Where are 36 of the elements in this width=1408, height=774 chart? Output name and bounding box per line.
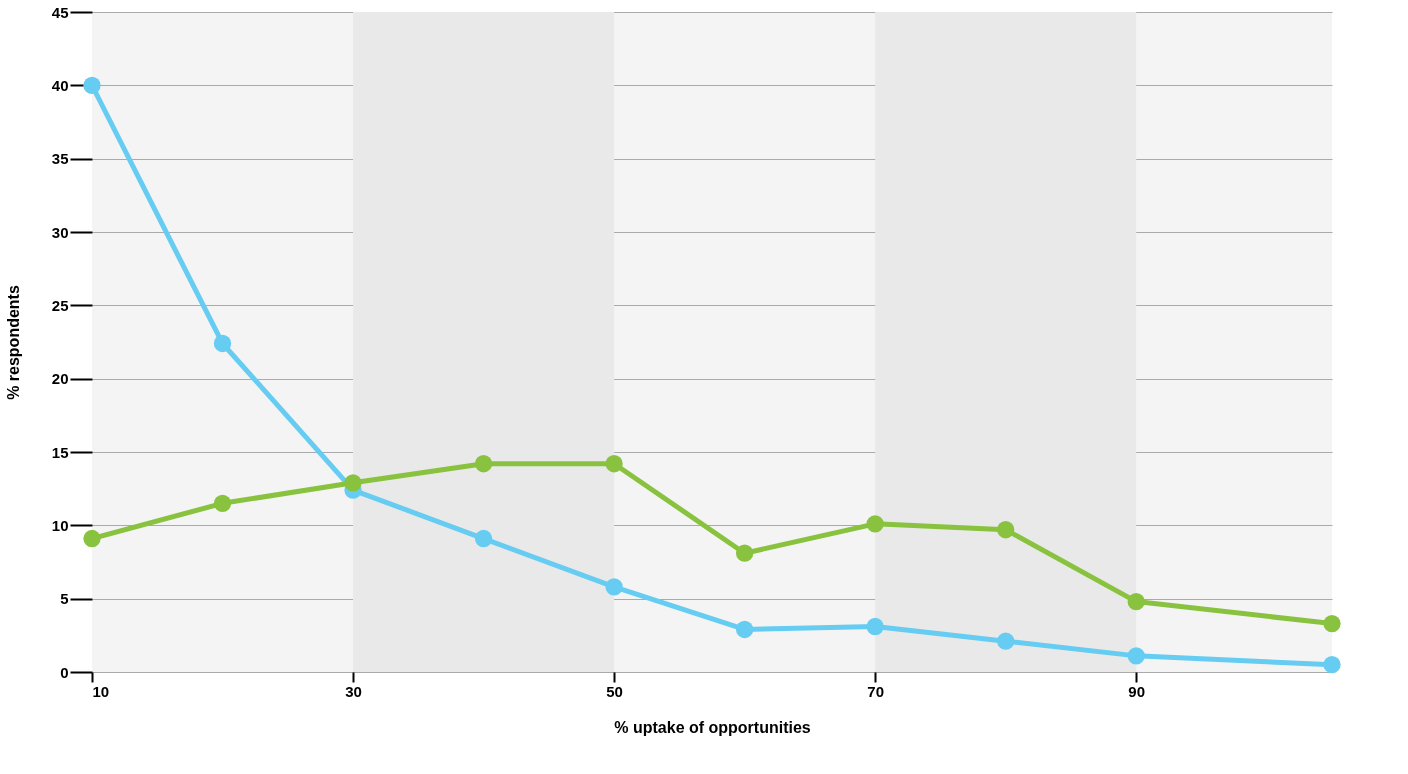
point (1323, 656, 1341, 674)
point (735, 620, 754, 639)
point (735, 544, 754, 562)
y-tick-label: 10 (51, 516, 69, 534)
x-tick-label: 30 (345, 682, 362, 700)
y-tick-label: 15 (51, 443, 69, 461)
point (83, 76, 101, 94)
point (213, 494, 232, 512)
point (866, 617, 884, 636)
y-tick-label: 40 (51, 76, 69, 94)
point (866, 515, 884, 533)
point (1127, 592, 1145, 611)
y-tick-label: 20 (51, 370, 69, 388)
point (1127, 647, 1145, 665)
point (213, 334, 232, 353)
y-tick-label: 5 (60, 590, 69, 608)
point (344, 474, 362, 492)
y-tick-label: 25 (51, 296, 69, 314)
x-tick-label: 10 (92, 682, 110, 700)
y-tick-label: 45 (51, 3, 69, 21)
x-axis-title: % uptake of opportunities (614, 718, 811, 736)
y-tick-label: 30 (51, 223, 69, 241)
point (997, 521, 1015, 539)
point (1323, 614, 1341, 633)
point (605, 578, 623, 596)
point (474, 455, 493, 473)
y-axis-title: % respondents (4, 285, 22, 400)
point (997, 632, 1015, 650)
point (605, 455, 623, 473)
point (83, 529, 101, 548)
x-tick-label: 90 (1128, 682, 1146, 700)
x-tick-label: 50 (606, 682, 623, 700)
y-tick-label: 0 (60, 663, 69, 681)
y-tick-label: 35 (51, 150, 69, 168)
x-tick-label: 70 (867, 682, 884, 700)
point (474, 529, 493, 548)
